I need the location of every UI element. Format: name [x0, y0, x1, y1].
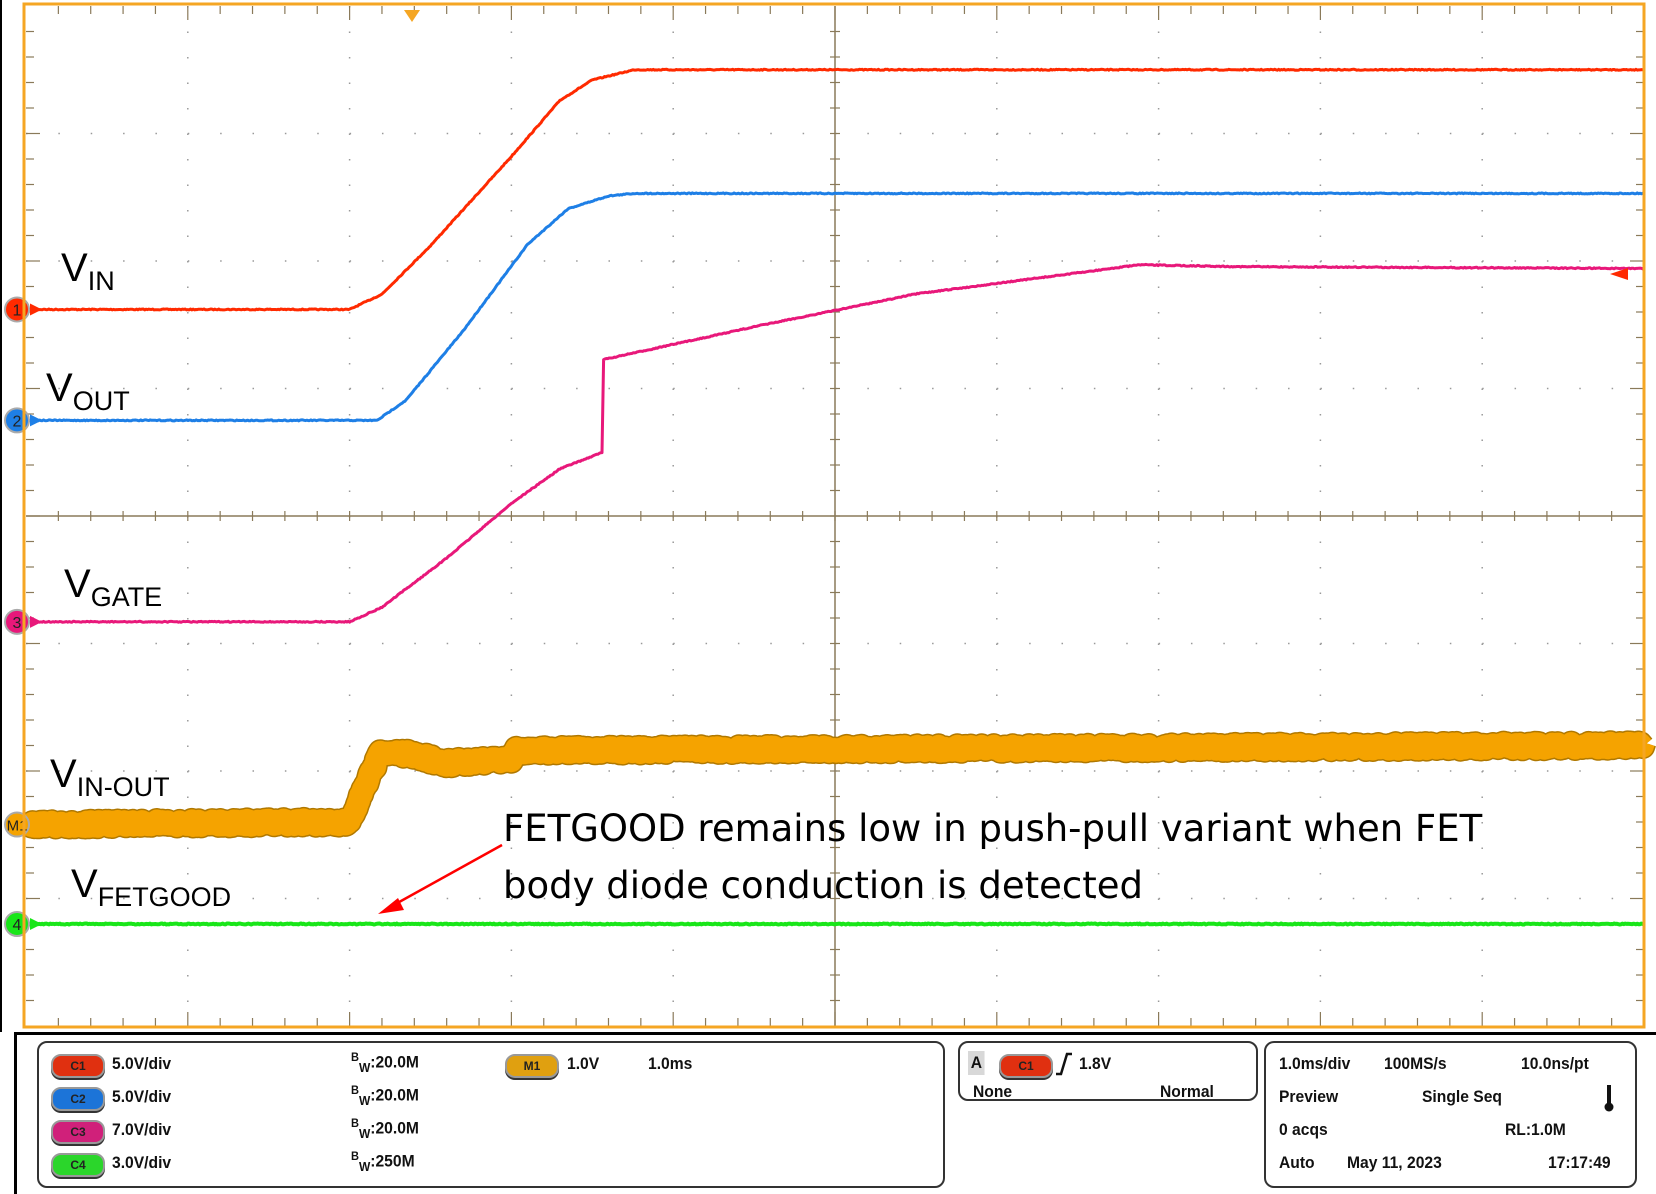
channel-bandwidth: BW:20.0M [351, 1083, 419, 1109]
trace-vgate [25, 262, 1645, 624]
channel-marker-label: M1 [7, 818, 28, 835]
date: May 11, 2023 [1347, 1153, 1442, 1172]
trigger-badge-c1[interactable]: C1 [999, 1054, 1053, 1078]
graticule [26, 6, 1644, 1026]
annotation-text: FETGOOD remains low in push-pull variant… [503, 800, 1482, 914]
record-length: RL:1.0M [1505, 1120, 1566, 1139]
run-mode: Single Seq [1422, 1087, 1502, 1106]
channel-bandwidth: BW:20.0M [351, 1116, 419, 1142]
time: 17:17:49 [1548, 1153, 1611, 1172]
channel-settings-box [37, 1041, 945, 1188]
channel-marker-label: 4 [13, 917, 22, 934]
trigger-coupling: None [973, 1082, 1013, 1101]
channel-marker-label: 2 [13, 413, 22, 430]
status-panel: C1 5.0V/div BW:20.0M C2 5.0V/div BW:20.0M… [14, 1032, 1656, 1194]
trigger-level: 1.8V [1079, 1054, 1112, 1073]
trigger-mode: Normal [1160, 1082, 1214, 1101]
channel-scale: 5.0V/div [112, 1087, 172, 1106]
trigger-position-marker[interactable] [404, 10, 420, 22]
label-vin-out: VIN-OUT [50, 752, 170, 802]
annotation-arrow [378, 843, 503, 914]
label-vin: VIN [61, 246, 115, 296]
channel-badge-c3[interactable]: C3 [51, 1120, 105, 1144]
acq-count: 0 acqs [1279, 1120, 1328, 1139]
channel-scale: 3.0V/div [112, 1153, 172, 1172]
channel-marker-label: 1 [13, 302, 22, 319]
channel-bandwidth: BW:250M [351, 1149, 415, 1175]
channel-scale: 7.0V/div [112, 1120, 172, 1139]
plot-frame [22, 2, 1646, 1029]
trigger-mode-auto: Auto [1279, 1153, 1315, 1172]
channel-scale: 5.0V/div [112, 1054, 172, 1073]
math-badge-m1[interactable]: M1 [505, 1054, 559, 1078]
label-vfetgood: VFETGOOD [71, 862, 232, 912]
channel-bandwidth: BW:20.0M [351, 1050, 419, 1076]
math-scale: 1.0V [567, 1054, 600, 1073]
math-time: 1.0ms [648, 1054, 693, 1073]
label-vgate: VGATE [64, 562, 163, 612]
channel-badge-c2[interactable]: C2 [51, 1087, 105, 1111]
oscilloscope-display: 1 2 3 M1 4 [0, 0, 1656, 1032]
trace-vin [25, 67, 1645, 312]
annotation-line-1: FETGOOD remains low in push-pull variant… [503, 807, 1483, 850]
trace-vout [25, 191, 1645, 423]
channel-badge-c1[interactable]: C1 [51, 1054, 105, 1078]
trigger-source-letter: A [968, 1051, 985, 1075]
resolution: 10.0ns/pt [1521, 1054, 1589, 1073]
trace-vfetgood [25, 921, 1645, 927]
trigger-level-marker[interactable] [1610, 268, 1628, 280]
label-vout: VOUT [46, 366, 130, 416]
traces [14, 67, 1656, 927]
sample-rate: 100MS/s [1384, 1054, 1447, 1073]
annotation-line-2: body diode conduction is detected [503, 864, 1143, 907]
channel-marker-label: 3 [13, 615, 22, 632]
time-per-div: 1.0ms/div [1279, 1054, 1351, 1073]
trace-vin-out [16, 731, 1655, 838]
channel-badge-c4[interactable]: C4 [51, 1153, 105, 1177]
acq-state: Preview [1279, 1087, 1339, 1106]
rising-edge-icon [1056, 1052, 1072, 1076]
acquisition-settings-box[interactable] [1264, 1041, 1637, 1188]
thermometer-icon [1604, 1085, 1614, 1112]
